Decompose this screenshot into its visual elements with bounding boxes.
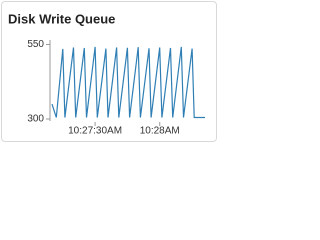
y-tick-label: 300 <box>27 114 44 125</box>
card <box>1 1 217 142</box>
y-tick-label: 550 <box>27 39 44 50</box>
x-tick-label: 10:27:30AM <box>68 126 122 137</box>
chart-title: Disk Write Queue <box>8 11 115 26</box>
x-tick-label: 10:28AM <box>140 126 180 137</box>
chart: Disk Write Queue 300 550 10:27:30AM 10:28AM <box>8 11 205 137</box>
series-line <box>51 46 205 119</box>
page: {"chart_data":{"type":"line","title":"Di… <box>0 0 220 145</box>
